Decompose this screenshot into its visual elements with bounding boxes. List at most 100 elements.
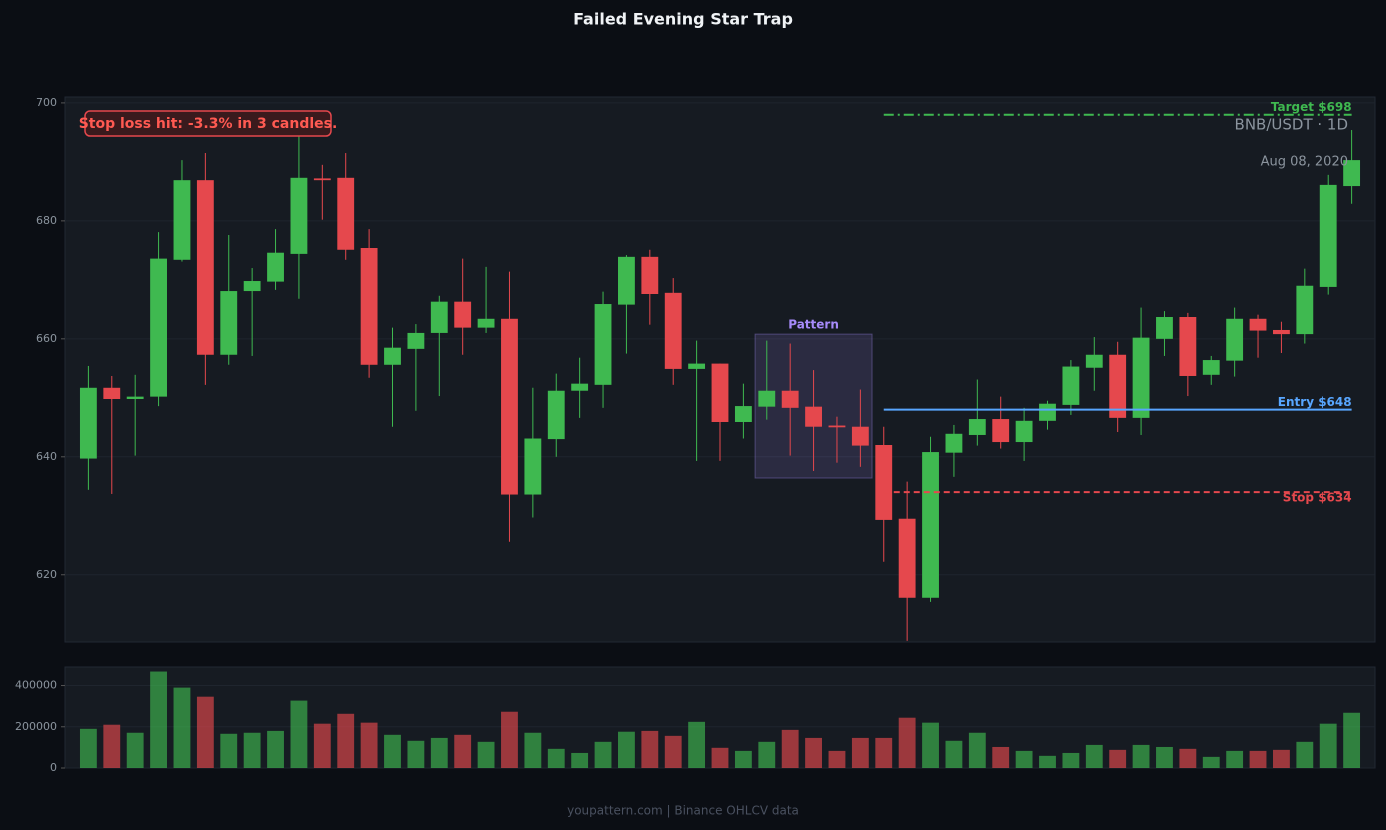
volume-bar [781,729,799,768]
candle-body [922,452,939,598]
candle-body [1015,420,1033,443]
volume-bar [1202,756,1220,768]
level-label: Entry $648 [1278,395,1352,409]
pattern-label: Pattern [788,318,839,332]
candle-body [407,332,425,349]
candle-body [1273,329,1290,335]
candle-body [150,258,167,397]
volume-bar [407,740,425,768]
volume-bar [734,750,752,768]
volume-bar [1296,741,1314,768]
candle-body [1226,318,1244,361]
candle-body [805,406,822,427]
volume-bar [126,732,144,768]
candle-body [664,292,682,369]
volume-bar [851,737,869,768]
volume-bar [688,721,706,768]
volume-bar [618,731,635,768]
candle-body [1156,317,1173,339]
candle-body [1039,403,1056,421]
volume-bar [103,724,121,768]
volume-bar [173,687,191,768]
candle-body [1319,184,1337,287]
candle-body [992,419,1010,443]
candle-body [688,363,706,369]
candle-body [243,281,261,292]
volume-bar [360,722,378,768]
volume-bar [337,713,355,768]
candle-body [1085,354,1103,368]
candle-body [501,318,518,495]
candle-body [267,252,284,282]
candle-body [851,426,869,446]
candle-body [1179,317,1197,376]
level-label: Stop $634 [1283,491,1352,505]
candle-body [875,444,893,520]
volume-bar [313,723,331,768]
y-tick-label: 620 [36,568,57,581]
volume-bar [922,722,939,768]
candle-body [360,247,378,365]
volume-bar [1039,755,1056,768]
candle-body [220,291,238,355]
volume-bar [501,711,518,768]
volume-bar [1226,750,1244,768]
candle-body [758,390,776,407]
volume-bar [968,732,986,768]
volume-bar [1085,744,1103,768]
volume-bar [524,732,542,768]
candle-body [547,390,565,440]
footer: youpattern.com | Binance OHLCV data [567,804,799,818]
candle-body [196,180,214,355]
volume-bar [1015,750,1033,768]
volume-bar [875,737,893,768]
candle-body [1249,318,1267,331]
volume-bar [571,752,589,768]
y-tick-label: 640 [36,450,57,463]
symbol: BNB/USDT · 1D [1235,116,1348,134]
volume-bar [1109,749,1127,768]
volume-bar [594,741,612,768]
candle-body [594,304,612,385]
volume-bar [150,671,167,768]
y-tick-label: 700 [36,96,57,109]
candle-body [898,518,916,598]
candle-body [1296,285,1314,335]
candle-body [384,347,401,365]
candle-body [454,301,472,328]
candle-body [477,318,495,328]
y-tick-label: 660 [36,332,57,345]
volume-bar [758,741,776,768]
chart-title: Failed Evening Star Trap [573,10,793,29]
volume-bar [454,734,472,768]
volume-bar [547,748,565,768]
candle-body [173,180,191,260]
volume-bar [430,737,448,768]
y-tick-label: 680 [36,214,57,227]
volume-bar [1319,723,1337,768]
volume-bar [711,747,729,768]
annotation: Stop loss hit: -3.3% in 3 candles. [79,116,338,132]
candle-body [945,433,963,453]
volume-bar [1179,748,1197,768]
volume-bar [1249,750,1267,768]
volume-bar [79,728,97,768]
candle-body [79,387,97,459]
candle-body [968,419,986,435]
candle-body [828,425,846,428]
volume-bar [1343,712,1361,768]
level-label: Target $698 [1271,100,1352,114]
candle-body [1132,337,1150,418]
volume-bar [1273,749,1290,768]
candle-body [1202,360,1220,375]
candle-body [781,390,799,408]
candle-body [618,256,635,305]
volume-bar [1132,744,1150,768]
volume-bar [1156,746,1173,768]
volume-bar [1062,752,1080,768]
candle-body [641,256,659,295]
candle-body [571,383,589,391]
candle-body [313,178,331,181]
volume-bar [664,735,682,768]
candle-body [103,387,121,399]
